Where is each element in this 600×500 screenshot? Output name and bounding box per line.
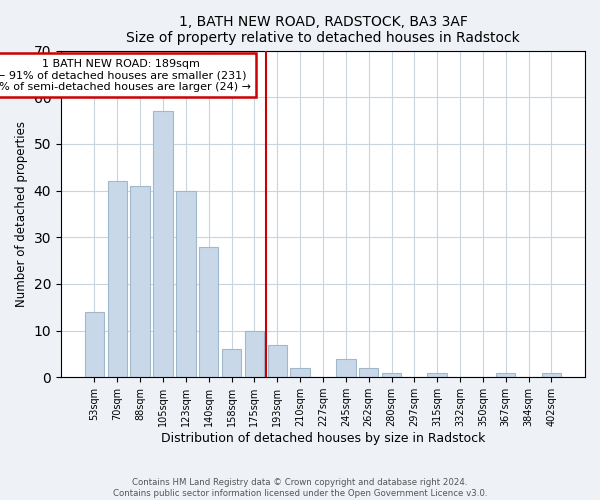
Bar [290, 368, 310, 377]
Bar [427, 372, 447, 377]
Y-axis label: Number of detached properties: Number of detached properties [15, 121, 28, 307]
Bar [199, 246, 218, 377]
Bar [153, 111, 173, 377]
Bar [542, 372, 561, 377]
Bar [496, 372, 515, 377]
Bar [268, 344, 287, 377]
X-axis label: Distribution of detached houses by size in Radstock: Distribution of detached houses by size … [161, 432, 485, 445]
Bar [130, 186, 150, 377]
Bar [176, 190, 196, 377]
Bar [336, 358, 356, 377]
Bar [245, 330, 264, 377]
Bar [382, 372, 401, 377]
Text: Contains HM Land Registry data © Crown copyright and database right 2024.
Contai: Contains HM Land Registry data © Crown c… [113, 478, 487, 498]
Bar [107, 181, 127, 377]
Title: 1, BATH NEW ROAD, RADSTOCK, BA3 3AF
Size of property relative to detached houses: 1, BATH NEW ROAD, RADSTOCK, BA3 3AF Size… [126, 15, 520, 45]
Bar [359, 368, 379, 377]
Text: 1 BATH NEW ROAD: 189sqm
← 91% of detached houses are smaller (231)
9% of semi-de: 1 BATH NEW ROAD: 189sqm ← 91% of detache… [0, 58, 251, 92]
Bar [85, 312, 104, 377]
Bar [222, 349, 241, 377]
